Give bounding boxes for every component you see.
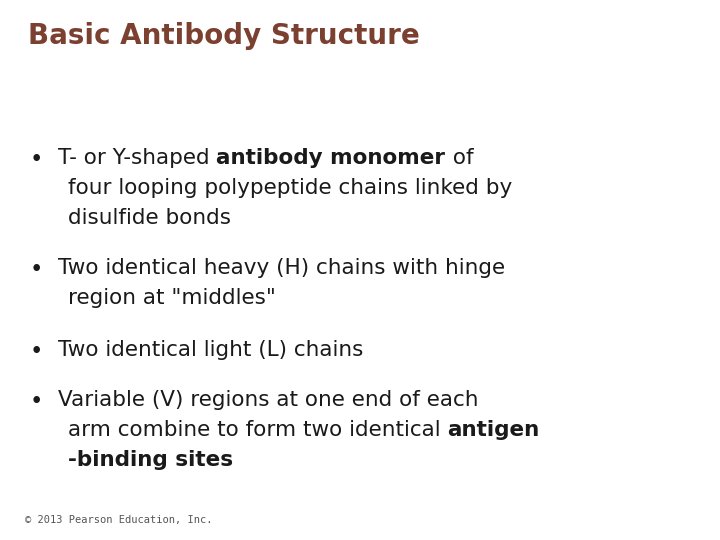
Text: four looping polypeptide chains linked by: four looping polypeptide chains linked b…	[68, 178, 512, 198]
Text: •: •	[30, 340, 43, 363]
Text: © 2013 Pearson Education, Inc.: © 2013 Pearson Education, Inc.	[25, 515, 212, 525]
Text: Basic Antibody Structure: Basic Antibody Structure	[28, 22, 420, 50]
Text: antibody monomer: antibody monomer	[217, 148, 446, 168]
Text: of: of	[446, 148, 473, 168]
Text: -binding sites: -binding sites	[68, 450, 233, 470]
Text: region at "middles": region at "middles"	[68, 288, 276, 308]
Text: •: •	[30, 258, 43, 281]
Text: Two identical heavy (H) chains with hinge: Two identical heavy (H) chains with hing…	[58, 258, 505, 278]
Text: T- or Y-shaped: T- or Y-shaped	[58, 148, 217, 168]
Text: •: •	[30, 148, 43, 171]
Text: Two identical light (L) chains: Two identical light (L) chains	[58, 340, 364, 360]
Text: antigen: antigen	[448, 420, 540, 440]
Text: arm combine to form two identical: arm combine to form two identical	[68, 420, 448, 440]
Text: disulfide bonds: disulfide bonds	[68, 208, 231, 228]
Text: Variable (V) regions at one end of each: Variable (V) regions at one end of each	[58, 390, 479, 410]
Text: •: •	[30, 390, 43, 413]
